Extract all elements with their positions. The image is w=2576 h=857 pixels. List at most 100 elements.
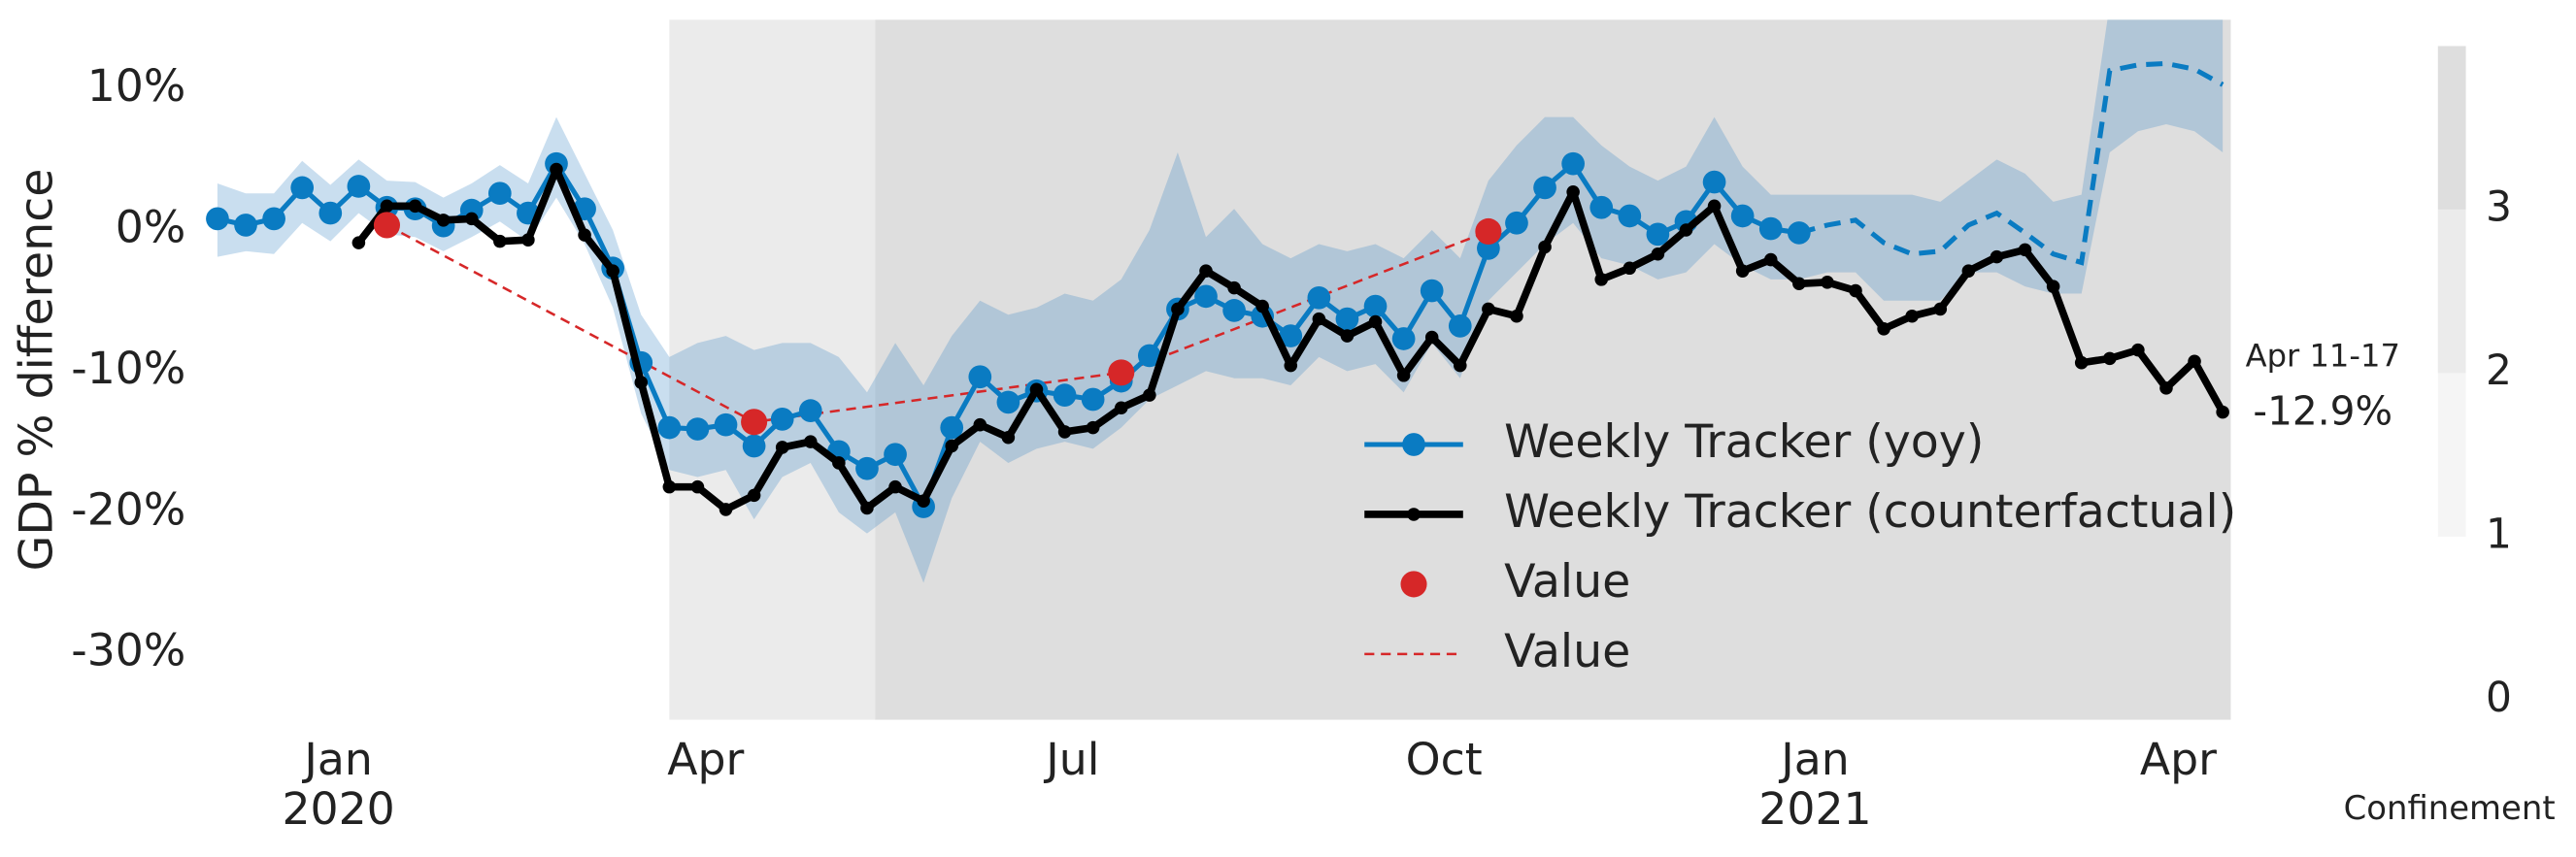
- data-point: [1199, 264, 1213, 278]
- data-point: [1114, 401, 1128, 415]
- data-point: [436, 214, 451, 227]
- data-point: [742, 434, 766, 458]
- data-point: [1053, 383, 1077, 407]
- data-point: [1363, 294, 1388, 318]
- y-axis-label: GDP % difference: [11, 169, 64, 572]
- plot-area: [206, 19, 2229, 583]
- data-point: [832, 456, 846, 470]
- data-point: [1108, 359, 1135, 386]
- data-point: [606, 264, 619, 278]
- annotation-date: Apr 11-17: [2246, 338, 2400, 375]
- data-point: [1961, 264, 1976, 278]
- data-point: [1651, 247, 1665, 261]
- data-point: [1877, 322, 1890, 336]
- data-point: [686, 417, 710, 441]
- data-point: [1420, 279, 1444, 303]
- x-tick-label: Oct: [1406, 734, 1483, 785]
- data-point: [1730, 204, 1755, 228]
- y-tick-label: 10%: [87, 60, 186, 112]
- data-point: [521, 233, 535, 247]
- data-point: [860, 501, 874, 515]
- data-point: [1758, 216, 1783, 241]
- data-point: [290, 176, 315, 200]
- data-point: [1279, 324, 1303, 347]
- data-point: [1001, 430, 1016, 445]
- x-tick-label: Jan: [1778, 734, 1849, 785]
- data-point: [1396, 369, 1411, 382]
- confinement-region: [875, 19, 2231, 720]
- data-point: [690, 479, 705, 494]
- data-point: [1589, 195, 1614, 219]
- data-point: [973, 417, 987, 432]
- data-point: [1454, 358, 1467, 373]
- data-point: [1086, 420, 1100, 435]
- data-point: [888, 479, 902, 494]
- data-point: [1307, 285, 1331, 310]
- data-point: [1222, 299, 1246, 322]
- data-point: [1475, 217, 1502, 246]
- x-tick-label: Jan: [301, 734, 372, 785]
- data-point: [1566, 184, 1580, 199]
- legend-label: Weekly Tracker (yoy): [1504, 415, 1984, 469]
- colorbar-segment: [2437, 373, 2466, 537]
- data-point: [2103, 351, 2117, 366]
- data-point: [804, 435, 818, 448]
- data-point: [1990, 249, 2004, 264]
- data-point: [634, 376, 649, 389]
- data-point: [408, 199, 422, 214]
- data-point: [1933, 302, 1948, 316]
- data-point: [775, 441, 789, 454]
- data-point: [1594, 273, 1608, 286]
- legend-label: Weekly Tracker (counterfactual): [1504, 485, 2236, 539]
- data-point: [917, 494, 930, 508]
- data-point: [1081, 387, 1105, 412]
- data-point: [1171, 302, 1185, 316]
- forecast-line: [1798, 60, 2225, 266]
- colorbar-tick-label: 2: [2486, 346, 2512, 394]
- data-point: [855, 456, 879, 480]
- data-point: [1255, 299, 1269, 313]
- data-point: [1227, 280, 1241, 295]
- x-year-label: 2021: [1758, 783, 1871, 835]
- data-point: [798, 399, 822, 422]
- data-point: [1340, 329, 1355, 343]
- x-tick-label: Jul: [1043, 734, 1099, 785]
- data-point: [1029, 382, 1044, 397]
- data-point: [747, 488, 761, 503]
- data-point: [347, 175, 371, 198]
- data-point: [318, 201, 343, 225]
- data-point: [1538, 240, 1552, 254]
- colorbar-segment: [2437, 46, 2466, 210]
- data-point: [996, 390, 1020, 414]
- data-point: [550, 162, 563, 177]
- data-point: [1905, 309, 1919, 323]
- data-point: [234, 214, 257, 237]
- data-point: [968, 365, 992, 389]
- data-point: [1510, 309, 1523, 323]
- data-point: [1849, 283, 1862, 298]
- data-point: [714, 412, 738, 437]
- data-point: [206, 207, 229, 231]
- data-point: [1505, 211, 1528, 235]
- data-point: [1482, 302, 1495, 316]
- data-point: [1623, 261, 1637, 276]
- colorbar-tick-label: 1: [2486, 510, 2512, 557]
- data-point: [1312, 312, 1326, 326]
- y-tick-label: -20%: [71, 483, 185, 535]
- data-point: [662, 479, 677, 494]
- data-point: [719, 503, 733, 516]
- data-point: [1448, 314, 1472, 338]
- data-point: [1143, 388, 1156, 402]
- data-point: [1137, 344, 1161, 368]
- data-point: [1533, 176, 1556, 200]
- y-tick-label: -10%: [71, 343, 185, 394]
- colorbar-label: Confinement: [2344, 789, 2556, 827]
- data-point: [2046, 280, 2060, 293]
- x-tick-label: Apr: [667, 734, 744, 785]
- legend-marker: [1400, 571, 1427, 598]
- data-point: [1424, 330, 1439, 345]
- data-point: [884, 443, 907, 467]
- data-point: [1702, 170, 1726, 194]
